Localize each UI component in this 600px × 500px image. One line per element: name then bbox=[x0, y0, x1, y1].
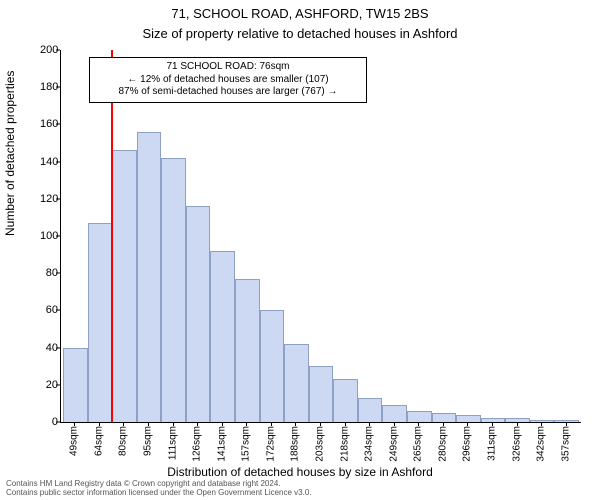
x-tick-label: 203sqm bbox=[315, 426, 326, 462]
footer-line-2: Contains public sector information licen… bbox=[6, 489, 312, 498]
plot-area bbox=[60, 50, 581, 423]
histogram-bar bbox=[63, 348, 88, 422]
x-tick-label: 234sqm bbox=[364, 426, 375, 462]
histogram-bar bbox=[88, 223, 113, 422]
x-tick-label: 342sqm bbox=[536, 426, 547, 462]
histogram-bar bbox=[260, 310, 285, 422]
property-marker-line bbox=[111, 50, 113, 422]
x-tick-label: 172sqm bbox=[265, 426, 276, 462]
x-tick-label: 249sqm bbox=[388, 426, 399, 462]
x-tick-label: 111sqm bbox=[167, 426, 178, 460]
x-tick-label: 296sqm bbox=[462, 426, 473, 462]
footer-attribution: Contains HM Land Registry data © Crown c… bbox=[6, 480, 312, 498]
x-tick-label: 188sqm bbox=[290, 426, 301, 462]
histogram-bar bbox=[456, 415, 481, 422]
histogram-bar bbox=[309, 366, 334, 422]
histogram-bar bbox=[432, 413, 457, 422]
histogram-bar bbox=[235, 279, 260, 422]
x-tick-label: 95sqm bbox=[143, 426, 154, 456]
histogram-bar bbox=[554, 420, 579, 422]
histogram-bars bbox=[61, 50, 581, 422]
annotation-box: 71 SCHOOL ROAD: 76sqm ← 12% of detached … bbox=[89, 57, 367, 103]
histogram-bar bbox=[382, 405, 407, 422]
histogram-bar bbox=[112, 150, 137, 422]
title-line-2: Size of property relative to detached ho… bbox=[0, 26, 600, 41]
histogram-bar bbox=[186, 206, 211, 422]
annotation-line-3: 87% of semi-detached houses are larger (… bbox=[96, 86, 360, 99]
x-tick-label: 357sqm bbox=[560, 426, 571, 462]
histogram-bar bbox=[358, 398, 383, 422]
histogram-bar bbox=[137, 132, 162, 422]
x-tick-label: 218sqm bbox=[339, 426, 350, 462]
y-axis-label: Number of detached properties bbox=[3, 71, 17, 236]
histogram-bar bbox=[333, 379, 358, 422]
histogram-bar bbox=[505, 418, 530, 422]
title-line-1: 71, SCHOOL ROAD, ASHFORD, TW15 2BS bbox=[0, 6, 600, 21]
x-tick-label: 157sqm bbox=[241, 426, 252, 462]
histogram-bar bbox=[161, 158, 186, 422]
x-tick-label: 64sqm bbox=[93, 426, 104, 456]
x-tick-label: 126sqm bbox=[192, 426, 203, 462]
x-axis-label: Distribution of detached houses by size … bbox=[0, 465, 600, 479]
annotation-line-2: ← 12% of detached houses are smaller (10… bbox=[96, 74, 360, 87]
x-tick-label: 311sqm bbox=[487, 426, 498, 461]
x-tick-label: 49sqm bbox=[69, 426, 80, 456]
histogram-bar bbox=[210, 251, 235, 422]
x-tick-label: 326sqm bbox=[511, 426, 522, 462]
x-tick-label: 280sqm bbox=[437, 426, 448, 462]
histogram-bar bbox=[407, 411, 432, 422]
x-tick-label: 141sqm bbox=[216, 426, 227, 462]
x-tick-label: 80sqm bbox=[118, 426, 129, 456]
figure-root: 71, SCHOOL ROAD, ASHFORD, TW15 2BS Size … bbox=[0, 0, 600, 500]
x-tick-label: 265sqm bbox=[413, 426, 424, 462]
annotation-line-1: 71 SCHOOL ROAD: 76sqm bbox=[96, 61, 360, 74]
histogram-bar bbox=[284, 344, 309, 422]
